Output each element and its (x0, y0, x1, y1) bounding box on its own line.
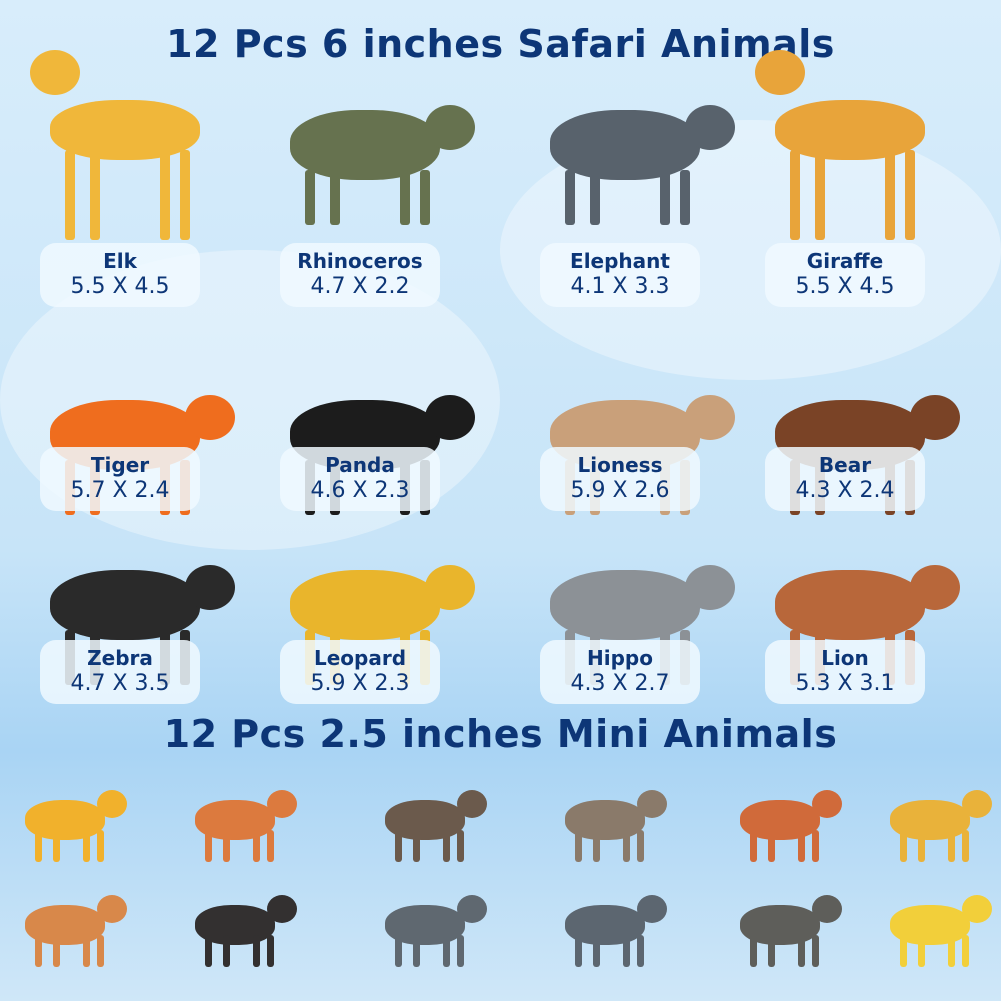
elephant-figure (520, 30, 740, 230)
animal-size: 5.5 X 4.5 (70, 274, 170, 299)
mini-yak-figure (185, 880, 300, 975)
elk-label-card: Elk 5.5 X 4.5 (40, 243, 200, 307)
mini-camel-figure (730, 775, 845, 870)
zebra-label-card: Zebra 4.7 X 3.5 (40, 640, 200, 704)
animal-name: Rhinoceros (297, 249, 423, 273)
animal-size: 5.9 X 2.6 (570, 478, 670, 503)
animal-size: 5.7 X 2.4 (70, 478, 170, 503)
animal-size: 5.9 X 2.3 (310, 671, 410, 696)
animal-name: Elk (103, 249, 137, 273)
animal-name: Tiger (90, 453, 150, 477)
animal-name: Panda (325, 453, 395, 477)
rhinoceros-figure (260, 30, 480, 230)
animal-size: 4.3 X 2.7 (570, 671, 670, 696)
mini-giraffe-figure (880, 775, 995, 870)
animal-name: Lion (821, 646, 869, 670)
animal-size: 5.5 X 4.5 (795, 274, 895, 299)
title-large-animals: 12 Pcs 6 inches Safari Animals (166, 22, 835, 66)
animal-size: 5.3 X 3.1 (795, 671, 895, 696)
giraffe-figure (745, 30, 965, 240)
mini-goat-figure (880, 880, 995, 975)
animal-name: Giraffe (806, 249, 884, 273)
giraffe-label-card: Giraffe 5.5 X 4.5 (765, 243, 925, 307)
animal-size: 4.7 X 3.5 (70, 671, 170, 696)
leopard-label-card: Leopard 5.9 X 2.3 (280, 640, 440, 704)
animal-name: Elephant (570, 249, 670, 273)
animal-name: Bear (818, 453, 872, 477)
animal-name: Zebra (87, 646, 153, 670)
hippo-label-card: Hippo 4.3 X 2.7 (540, 640, 700, 704)
animal-name: Lioness (577, 453, 663, 477)
mini-elephant-figure (555, 880, 670, 975)
panda-label-card: Panda 4.6 X 2.3 (280, 447, 440, 511)
animal-name: Hippo (587, 646, 653, 670)
mini-rhino-figure (730, 880, 845, 975)
mini-tiger-figure (15, 880, 130, 975)
mini-hippo-figure (375, 880, 490, 975)
elk-figure (20, 30, 240, 240)
animal-name: Leopard (313, 646, 407, 670)
title-mini-animals: 12 Pcs 2.5 inches Mini Animals (163, 712, 838, 756)
animal-size: 4.6 X 2.3 (310, 478, 410, 503)
animal-size: 4.7 X 2.2 (310, 274, 410, 299)
tiger-label-card: Tiger 5.7 X 2.4 (40, 447, 200, 511)
lion-label-card: Lion 5.3 X 3.1 (765, 640, 925, 704)
mini-bear-figure (375, 775, 490, 870)
animal-size: 4.1 X 3.3 (570, 274, 670, 299)
lioness-label-card: Lioness 5.9 X 2.6 (540, 447, 700, 511)
elephant-label-card: Elephant 4.1 X 3.3 (540, 243, 700, 307)
mini-bison-figure (555, 775, 670, 870)
bear-label-card: Bear 4.3 X 2.4 (765, 447, 925, 511)
animal-size: 4.3 X 2.4 (795, 478, 895, 503)
mini-horse-figure (185, 775, 300, 870)
mini-lion-figure (15, 775, 130, 870)
rhinoceros-label-card: Rhinoceros 4.7 X 2.2 (280, 243, 440, 307)
